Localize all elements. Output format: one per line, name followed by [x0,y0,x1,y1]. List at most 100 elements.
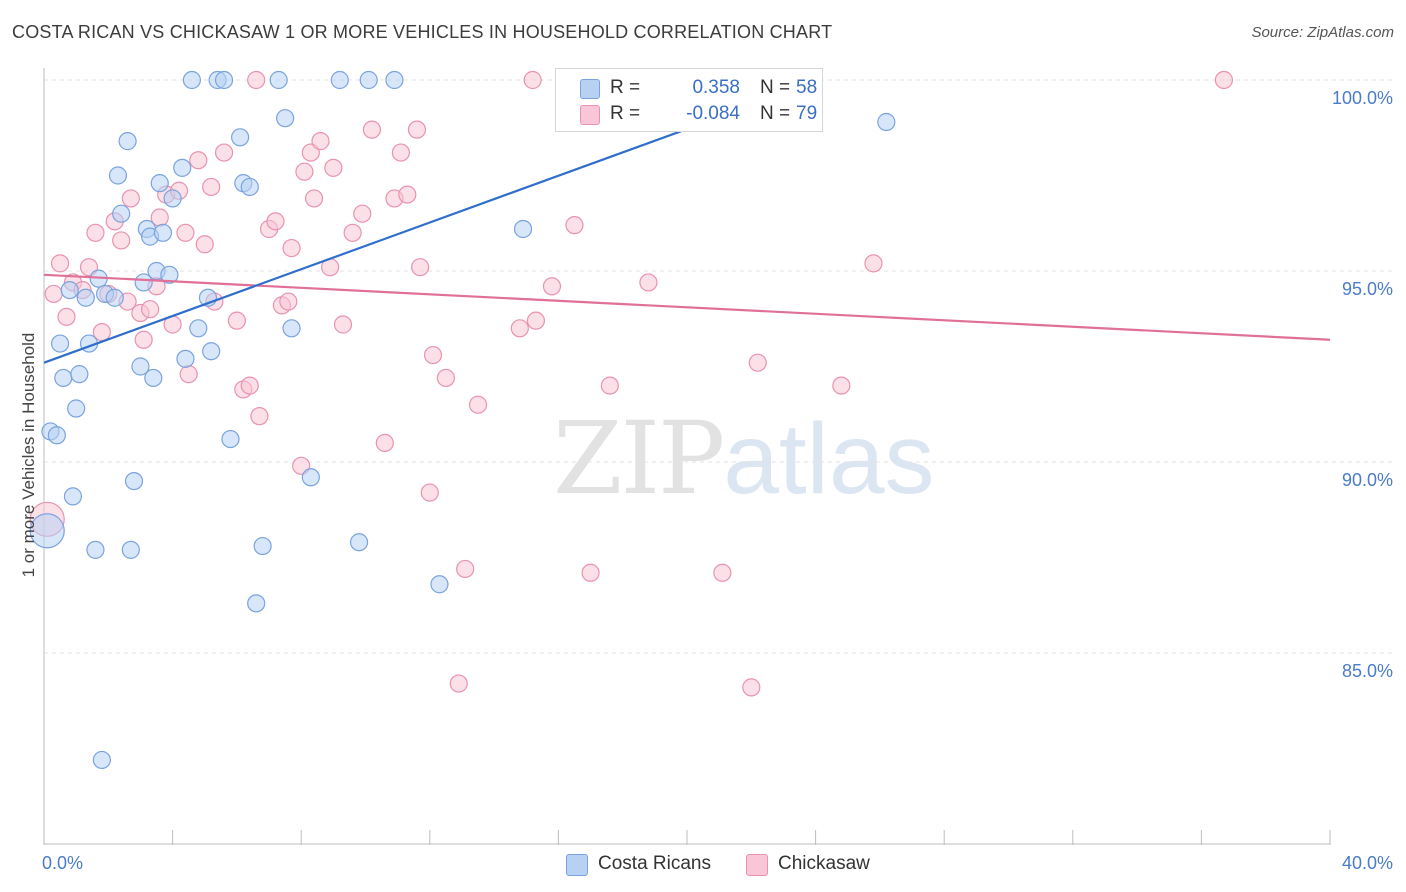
y-tick-label: 90.0% [1342,470,1393,490]
data-point [86,223,105,242]
data-point [385,70,404,90]
data-point [131,357,150,376]
data-point [54,368,73,388]
data-point [176,349,195,368]
data-point [140,300,160,319]
data-point [182,70,201,90]
costa-ricans-swatch [580,79,600,99]
data-point [407,120,427,139]
data-point [253,536,272,556]
n-value: 79 [796,103,818,124]
data-point [276,109,295,128]
data-point [282,238,301,258]
data-point [63,487,83,506]
data-point [333,315,353,334]
series-legend: Costa Ricans Chickasaw [0,852,1406,878]
data-point [269,70,288,90]
n-value: 58 [796,77,818,98]
data-point [173,158,192,177]
data-point [105,288,124,307]
data-point [523,70,542,90]
data-point [47,426,66,445]
data-point [330,70,349,90]
data-point [179,365,198,384]
data-point [231,128,250,147]
x-tick-label: 0.0% [42,853,83,873]
chickasaw-legend-swatch [746,854,768,876]
data-point [510,319,529,338]
r-value: 0.358 [692,77,740,98]
data-point [189,151,208,170]
data-point [295,162,314,181]
data-point [86,540,105,559]
y-tick-label: 95.0% [1342,279,1393,299]
r-label: R = [610,103,641,124]
data-point [436,368,455,388]
data-point [359,70,378,90]
data-point [70,365,89,384]
legend-label: Chickasaw [778,853,870,874]
data-point [189,319,208,338]
data-point [50,334,70,353]
data-point [864,254,883,273]
data-point [118,132,137,151]
data-point [44,284,63,304]
data-point [221,429,240,449]
chickasaw-swatch [580,105,600,125]
data-point [282,319,301,338]
n-label: N = [760,103,791,124]
data-point [240,376,259,395]
watermark: ZIPatlas [553,400,935,517]
data-point [247,70,266,90]
legend-label: Costa Ricans [598,853,711,874]
r-label: R = [610,77,641,98]
data-point [240,177,259,197]
data-point [124,472,144,491]
watermark-zip: ZIP [553,400,725,517]
axes [43,68,1331,845]
data-point [92,750,111,770]
data-point [423,345,443,365]
data-point [144,368,163,388]
data-point [411,258,430,277]
data-point [67,399,86,418]
data-point [832,376,851,395]
data-point [301,468,320,487]
data-point [266,212,285,231]
data-point [150,174,169,193]
data-point [202,177,221,197]
data-point [456,559,475,579]
data-point [877,112,896,132]
data-point [29,513,65,549]
data-point [250,407,269,426]
data-point [311,132,330,151]
costa-ricans-legend-swatch [566,854,588,876]
data-point [112,204,131,223]
y-tick-label: 85.0% [1342,661,1393,681]
costa-ricans-points [29,70,896,770]
data-point [112,231,131,250]
data-point [542,277,562,296]
data-point [449,674,468,693]
data-point [639,273,658,292]
data-point [50,254,70,273]
r-value: -0.084 [686,103,740,124]
data-point [76,288,95,307]
data-point [134,273,153,292]
data-point [227,311,246,330]
data-point [748,353,767,372]
data-point [176,223,195,242]
chickasaw-trend-line [43,273,1331,341]
data-point [742,678,761,697]
chart-title: COSTA RICAN VS CHICKASAW 1 OR MORE VEHIC… [12,22,833,42]
data-point [349,533,369,552]
data-point [391,143,410,162]
data-point [420,483,439,502]
y-tick-label: 100.0% [1332,88,1393,108]
data-point [713,563,732,582]
data-point [214,70,234,90]
data-point [153,223,173,242]
data-point [1214,70,1234,90]
data-point [581,563,600,582]
